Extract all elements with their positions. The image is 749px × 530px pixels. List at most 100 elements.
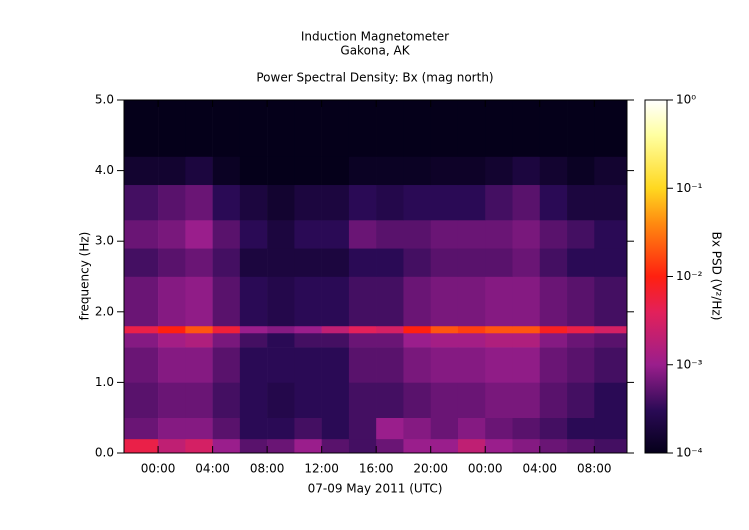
x-axis-label: 07-09 May 2011 (UTC) xyxy=(308,482,443,496)
spectrogram-cell xyxy=(485,438,513,454)
spectrogram-cell xyxy=(430,276,459,327)
spectrogram-cell xyxy=(294,325,322,334)
spectrogram-cell xyxy=(124,332,159,348)
spectrogram-cell xyxy=(403,248,432,277)
spectrogram-cell xyxy=(158,438,186,454)
spectrogram-cell xyxy=(212,184,241,221)
spectrogram-cell xyxy=(539,100,568,157)
y-axis-label: frequency (Hz) xyxy=(78,232,92,321)
spectrogram-cell xyxy=(376,325,404,334)
x-tick-label: 08:00 xyxy=(250,462,285,476)
spectrogram-cell xyxy=(485,248,513,277)
spectrogram-cell xyxy=(185,332,213,348)
spectrogram-cell xyxy=(267,382,295,418)
spectrogram-cell xyxy=(124,156,159,186)
spectrogram-cell xyxy=(539,382,568,418)
spectrogram-cell xyxy=(376,332,404,348)
spectrogram-cell xyxy=(321,220,350,249)
spectrogram-cell xyxy=(267,156,295,186)
spectrogram-cell xyxy=(567,276,595,327)
spectrogram-cell xyxy=(376,382,404,418)
spectrogram-cell xyxy=(457,248,486,277)
spectrogram-cell xyxy=(239,325,268,334)
x-tick-label: 04:00 xyxy=(195,462,230,476)
spectrogram-cell xyxy=(594,220,628,249)
spectrogram-cell xyxy=(294,276,322,327)
spectrogram-cell xyxy=(485,417,513,440)
spectrogram-cell xyxy=(430,417,459,440)
spectrogram-cell xyxy=(158,325,186,334)
spectrogram-cell xyxy=(321,332,350,348)
spectrogram-cell xyxy=(512,438,541,454)
spectrogram-cell xyxy=(267,438,295,454)
spectrogram-cell xyxy=(485,347,513,383)
spectrogram-cell xyxy=(124,417,159,440)
y-tick-label: 0.0 xyxy=(95,446,114,460)
spectrogram-cell xyxy=(567,382,595,418)
spectrogram-cell xyxy=(239,347,268,383)
spectrogram-cell xyxy=(594,332,628,348)
spectrogram-cell xyxy=(185,325,213,334)
y-tick-label: 3.0 xyxy=(95,234,114,248)
spectrogram-cell xyxy=(185,438,213,454)
colorbar xyxy=(644,99,668,454)
spectrogram-cell xyxy=(185,100,213,157)
spectrogram-cell xyxy=(430,100,459,157)
spectrogram-cell xyxy=(594,276,628,327)
spectrogram-cell xyxy=(594,156,628,186)
spectrogram-cell xyxy=(212,438,241,454)
spectrogram-cell xyxy=(158,347,186,383)
x-tick-label: 00:00 xyxy=(141,462,176,476)
spectrogram-cell xyxy=(403,347,432,383)
spectrogram-cell xyxy=(212,325,241,334)
spectrogram-cell xyxy=(348,184,377,221)
spectrogram-cell xyxy=(267,220,295,249)
spectrogram-cell xyxy=(430,220,459,249)
spectrogram-cell xyxy=(403,276,432,327)
spectrogram-cell xyxy=(457,276,486,327)
spectrogram-cell xyxy=(485,156,513,186)
y-tick-label: 4.0 xyxy=(95,163,114,177)
spectrogram-cell xyxy=(430,347,459,383)
spectrogram-cell xyxy=(158,332,186,348)
spectrogram-cell xyxy=(567,220,595,249)
spectrogram-cell xyxy=(124,220,159,249)
spectrogram-cell xyxy=(376,156,404,186)
colorbar-tick-label: 10⁻⁴ xyxy=(676,446,703,460)
spectrogram-cell xyxy=(457,347,486,383)
spectrogram-cell xyxy=(594,417,628,440)
spectrogram-cell xyxy=(539,438,568,454)
spectrogram-cell xyxy=(212,332,241,348)
spectrogram-cell xyxy=(267,325,295,334)
spectrogram-cell xyxy=(185,248,213,277)
spectrogram-cell xyxy=(158,417,186,440)
spectrogram-cell xyxy=(239,276,268,327)
spectrogram-cell xyxy=(403,156,432,186)
spectrogram-cell xyxy=(321,276,350,327)
spectrogram-cell xyxy=(594,100,628,157)
spectrogram-cell xyxy=(567,184,595,221)
spectrogram-cell xyxy=(212,100,241,157)
spectrogram-cell xyxy=(403,184,432,221)
spectrogram-cell xyxy=(430,382,459,418)
spectrogram-cell xyxy=(294,382,322,418)
x-tick-label: 04:00 xyxy=(522,462,557,476)
spectrogram-cell xyxy=(567,347,595,383)
spectrogram-cell xyxy=(512,100,541,157)
spectrogram-cell xyxy=(212,347,241,383)
spectrogram-cell xyxy=(124,184,159,221)
spectrogram-cell xyxy=(567,438,595,454)
spectrogram-cell xyxy=(321,347,350,383)
spectrogram-cell xyxy=(430,438,459,454)
spectrogram-cell xyxy=(594,184,628,221)
spectrogram-cell xyxy=(485,332,513,348)
spectrogram-cell xyxy=(512,276,541,327)
spectrogram-cell xyxy=(403,100,432,157)
spectrogram-cell xyxy=(294,184,322,221)
spectrogram-cell xyxy=(430,184,459,221)
spectrogram-cell xyxy=(212,417,241,440)
spectrogram-cell xyxy=(348,248,377,277)
spectrogram-cell xyxy=(212,276,241,327)
spectrogram-cell xyxy=(348,325,377,334)
spectrogram-cell xyxy=(485,276,513,327)
